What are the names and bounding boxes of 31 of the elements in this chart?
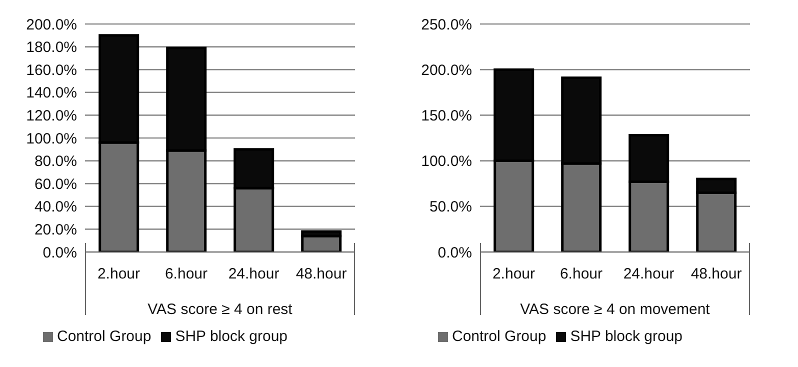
y-tick-label: 0.0% [42,244,77,262]
x-tick-label: 6.hour [560,266,603,283]
y-tick-label: 60.0% [34,176,77,193]
y-tick-label: 40.0% [34,198,77,216]
y-tick-label: 20.0% [34,222,77,239]
x-tick-label: 48.hour [296,266,347,283]
y-tick-label: 180.0% [26,39,77,56]
y-tick-label: 50.0% [429,198,472,216]
x-tick-label: 2.hour [97,266,140,283]
legend-label: Control Group [452,328,546,345]
y-tick-label: 150.0% [421,108,472,125]
x-tick-label: 6.hour [164,266,208,283]
y-tick-label: 200.0% [421,62,472,79]
x-axis-title: VAS score ≥ 4 on movement [520,301,711,318]
y-tick-label: 160.0% [26,62,77,79]
legend-label: SHP block group [175,328,288,345]
x-tick-label: 24.hour [623,266,674,283]
legend-label: SHP block group [570,328,683,345]
x-tick-label: 2.hour [492,266,536,283]
y-tick-label: 100.0% [421,153,472,170]
y-tick-label: 200.0% [26,16,77,34]
x-tick-label: 48.hour [690,266,742,283]
y-tick-label: 120.0% [26,108,77,125]
y-tick-label: 100.0% [26,130,77,148]
y-tick-label: 0.0% [438,244,472,262]
y-tick-label: 80.0% [34,153,77,170]
y-tick-label: 250.0% [421,16,472,34]
y-tick-label: 140.0% [26,84,77,102]
x-tick-label: 24.hour [228,266,280,283]
x-axis-title: VAS score ≥ 4 on rest [148,301,294,318]
legend-label: Control Group [57,328,152,345]
